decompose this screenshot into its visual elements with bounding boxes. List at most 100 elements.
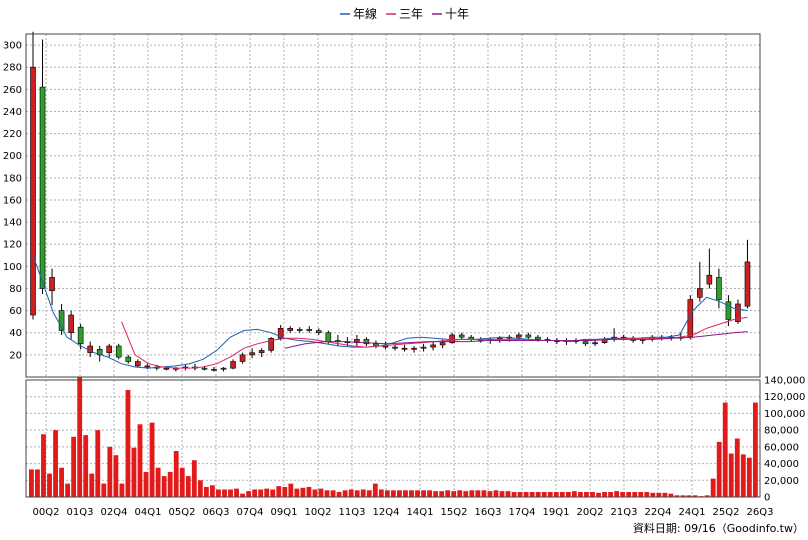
volume-bar [734,438,740,497]
candle-body [258,350,265,353]
volume-bar [384,490,390,497]
candle-body [201,367,208,370]
volume-bar [47,473,52,497]
volume-bar [511,491,517,497]
volume-bar [620,491,626,497]
volume-bar [258,489,264,497]
candle-body [249,352,255,356]
x-tick-label: 12Q4 [373,507,400,518]
volume-bar [270,489,276,497]
volume-bar [203,486,209,497]
volume-bar [559,491,565,497]
price-tick-label: 80 [9,284,22,295]
x-tick-label: 01Q3 [67,507,94,518]
x-tick-label: 14Q1 [407,507,434,518]
volume-bar [571,491,577,497]
volume-bar [155,467,161,497]
volume-bar [360,489,366,497]
candle-body [582,341,589,345]
price-tick-label: 120 [3,240,22,251]
volume-bar [216,489,221,497]
candle-body [706,274,713,285]
volume-bar [234,488,239,497]
volume-bar [481,490,487,497]
price-tick-label: 240 [3,107,22,118]
candle-body [230,361,236,369]
data-date-credit: 資料日期: 09/16（Goodinfo.tw） [633,521,804,535]
volume-bar [71,436,77,497]
price-tick-label: 100 [3,262,22,273]
volume-bar [487,491,493,497]
volume-bar [318,488,324,497]
volume-bar [716,441,722,497]
candle-body [525,334,532,338]
volume-bars [29,376,758,497]
volume-bar [119,483,125,497]
volume-tick-label: 100,000 [764,409,805,420]
volume-bar [348,489,354,497]
volume-bar [161,476,167,497]
price-tick-label: 160 [3,195,22,206]
x-tick-label: 16Q3 [475,507,502,518]
volume-bar [125,390,131,497]
volume-bar [602,491,607,497]
volume-bar [240,493,245,497]
x-tick-label: 19Q1 [543,507,570,518]
volume-bar [746,457,752,497]
volume-bar [191,460,197,497]
candle-body [306,329,313,331]
volume-bar [415,490,420,497]
volume-bar [535,491,541,497]
volume-bar [590,491,595,497]
volume-bar [523,491,529,497]
volume-bar [445,490,451,497]
volume-bar [578,491,583,497]
candle-body [134,361,141,367]
chart-grid [26,34,761,498]
volume-bar [53,430,58,497]
candle-body [535,336,541,340]
volume-bar [463,491,469,497]
candle-body [716,277,722,300]
volume-bar [433,491,439,497]
volume-bar [644,491,650,497]
x-tick-label: 00Q2 [33,507,60,518]
x-tick-label: 05Q2 [169,507,196,518]
volume-bar [149,422,155,497]
volume-bar [728,453,734,497]
volume-bar [29,469,34,497]
volume-bar [294,488,300,497]
volume-bar [505,491,511,497]
x-tick-label: 09Q1 [271,507,298,518]
volume-bar [143,471,149,497]
volume-bar [354,490,360,497]
candle-body [163,367,170,370]
volume-tick-label: 40,000 [764,459,799,470]
candle-body [30,66,36,316]
candle-body [296,329,303,331]
volume-bar [77,376,83,497]
candle-body [58,310,65,331]
price-tick-label: 300 [3,41,22,52]
volume-bar [584,491,589,497]
volume-panel-frame [25,379,761,498]
volume-bar [65,483,71,497]
volume-bar [324,490,330,497]
legend-label-2: 十年 [445,7,469,21]
legend-label-0: 年線 [353,6,377,21]
volume-tick-label: 80,000 [764,426,799,437]
x-tick-label: 10Q2 [305,507,332,518]
x-tick-label: 07Q4 [237,507,264,518]
volume-bar [680,495,686,497]
candle-body [39,86,46,289]
price-tick-label: 40 [9,328,22,339]
candle-body [49,277,55,291]
candle-body [744,261,751,307]
volume-bar [596,492,601,497]
volume-bar [752,402,758,497]
candle-body [77,326,84,345]
volume-bar [246,491,252,497]
moving-average-lines [32,255,748,369]
volume-bar [185,476,191,497]
candle-body [458,334,465,338]
